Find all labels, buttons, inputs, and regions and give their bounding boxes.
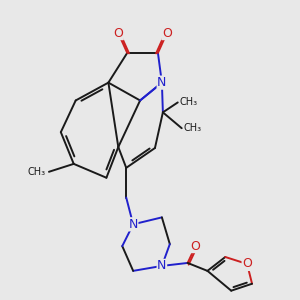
- Text: CH₃: CH₃: [184, 123, 202, 133]
- Text: N: N: [157, 260, 167, 272]
- Text: CH₃: CH₃: [28, 167, 46, 177]
- Text: O: O: [113, 27, 123, 40]
- Text: O: O: [190, 240, 200, 253]
- Text: CH₃: CH₃: [180, 98, 198, 107]
- Text: O: O: [242, 257, 252, 270]
- Text: N: N: [128, 218, 138, 231]
- Text: N: N: [157, 76, 167, 89]
- Text: O: O: [162, 27, 172, 40]
